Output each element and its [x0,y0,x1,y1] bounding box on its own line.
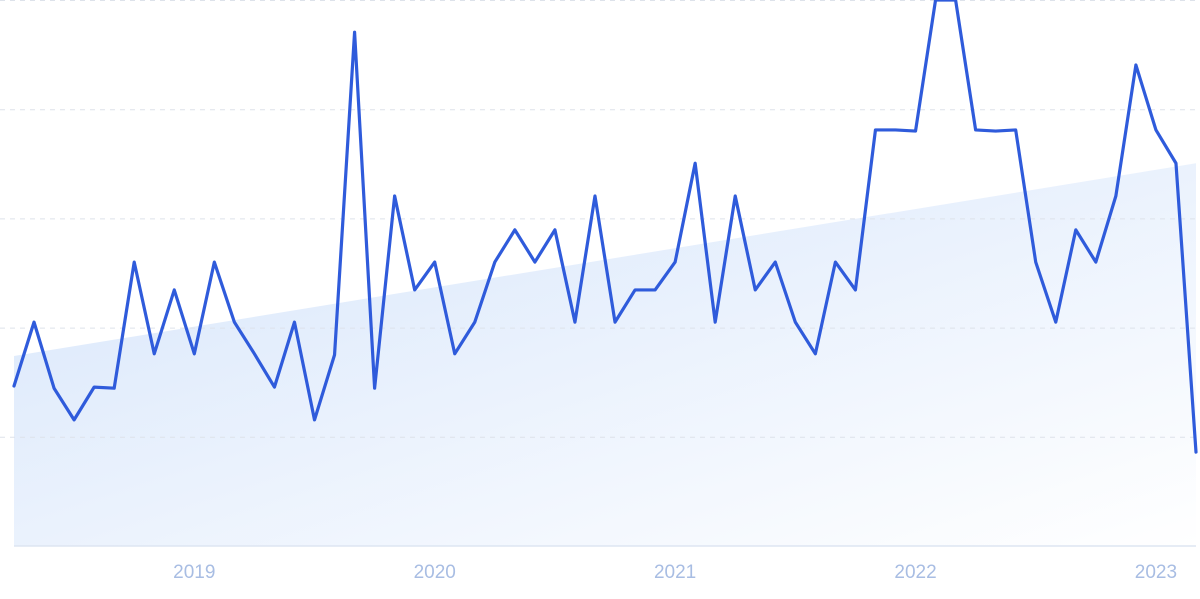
x-tick-label: 2020 [414,562,456,583]
data-line [12,0,1198,454]
trend-area [14,163,1196,546]
x-tick-label: 2019 [173,562,215,583]
x-tick-label: 2023 [1135,562,1177,583]
x-tick-label: 2021 [654,562,696,583]
x-tick-label: 2022 [894,562,936,583]
